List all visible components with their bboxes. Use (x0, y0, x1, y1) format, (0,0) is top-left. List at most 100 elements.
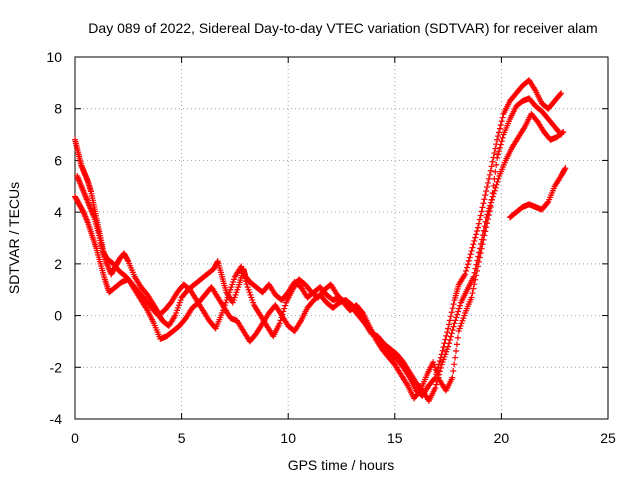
data-point (484, 220, 491, 227)
data-point (278, 314, 285, 321)
y-tick-label: 0 (54, 308, 62, 324)
data-point (487, 202, 494, 209)
data-point (451, 320, 458, 327)
data-point (243, 281, 250, 288)
data-point (484, 179, 491, 186)
data-point (282, 302, 289, 309)
data-point (453, 314, 460, 321)
data-point (472, 276, 479, 283)
data-point (485, 175, 492, 182)
data-point (467, 251, 474, 258)
data-point (448, 330, 455, 337)
data-point (562, 165, 569, 172)
data-point (483, 224, 490, 231)
x-tick-label: 15 (387, 430, 403, 446)
data-point (487, 203, 494, 210)
data-point (240, 269, 247, 276)
data-point (239, 266, 246, 273)
data-point (241, 275, 248, 282)
data-point (451, 361, 458, 368)
data-point (432, 384, 439, 391)
data-point (485, 212, 492, 219)
data-point (484, 184, 491, 191)
data-point (474, 263, 481, 270)
data-point (473, 231, 480, 238)
data-point (475, 259, 482, 266)
data-point (468, 294, 475, 301)
data-point (453, 341, 460, 348)
series-sdtvar-4 (506, 165, 569, 221)
data-point (496, 125, 503, 132)
data-point (463, 264, 470, 271)
series-sdtvar (72, 77, 565, 399)
data-point (481, 232, 488, 239)
data-point (470, 241, 477, 248)
data-point (558, 90, 565, 97)
data-point (437, 365, 444, 372)
data-point (487, 167, 494, 174)
data-point (495, 151, 502, 158)
data-point (492, 145, 499, 152)
data-point (469, 244, 476, 251)
data-point (471, 281, 478, 288)
data-point (436, 368, 443, 375)
data-point (463, 267, 470, 274)
data-point (465, 257, 472, 264)
data-point (474, 267, 481, 274)
data-point (448, 309, 455, 316)
data-point (558, 131, 565, 138)
data-point (466, 254, 473, 261)
data-point (450, 367, 457, 374)
data-point (496, 144, 503, 151)
data-point (449, 374, 456, 381)
data-point (281, 305, 288, 312)
y-tick-label: 6 (54, 152, 62, 168)
data-point (279, 311, 286, 318)
data-point (453, 348, 460, 355)
data-point (476, 216, 483, 223)
data-point (416, 388, 423, 395)
y-tick-label: -4 (50, 411, 63, 427)
y-tick-label: 4 (54, 204, 62, 220)
data-point (241, 272, 248, 279)
data-point (214, 259, 221, 266)
data-point (474, 227, 481, 234)
data-point (478, 208, 485, 215)
data-point (475, 220, 482, 227)
data-point (452, 317, 459, 324)
x-tick-label: 0 (71, 430, 79, 446)
data-point (544, 199, 551, 206)
x-tick-label: 20 (494, 430, 510, 446)
series-sdtvar-3 (74, 95, 565, 402)
y-tick-label: 2 (54, 256, 62, 272)
data-point (436, 358, 443, 365)
data-point (479, 241, 486, 248)
data-point (474, 224, 481, 231)
data-point (238, 263, 245, 270)
data-point (454, 334, 461, 341)
data-point (445, 325, 452, 332)
data-point (456, 302, 463, 309)
data-point (486, 171, 493, 178)
data-point (489, 189, 496, 196)
data-point (449, 326, 456, 333)
data-point (491, 175, 498, 182)
data-point (449, 305, 456, 312)
data-point (452, 354, 459, 361)
data-point (495, 148, 502, 155)
data-point (484, 216, 491, 223)
y-tick-label: 8 (54, 101, 62, 117)
axis-ticks (74, 56, 609, 420)
data-point (433, 381, 440, 388)
data-point (486, 208, 493, 215)
series-sdtvar-2 (72, 110, 567, 404)
x-tick-label: 25 (600, 430, 616, 446)
data-point (557, 91, 564, 98)
data-point (444, 329, 451, 336)
data-point (454, 311, 461, 318)
data-point (480, 236, 487, 243)
data-point (491, 150, 498, 157)
data-point (495, 129, 502, 136)
y-tick-label: 10 (46, 49, 62, 65)
data-point (499, 114, 506, 121)
